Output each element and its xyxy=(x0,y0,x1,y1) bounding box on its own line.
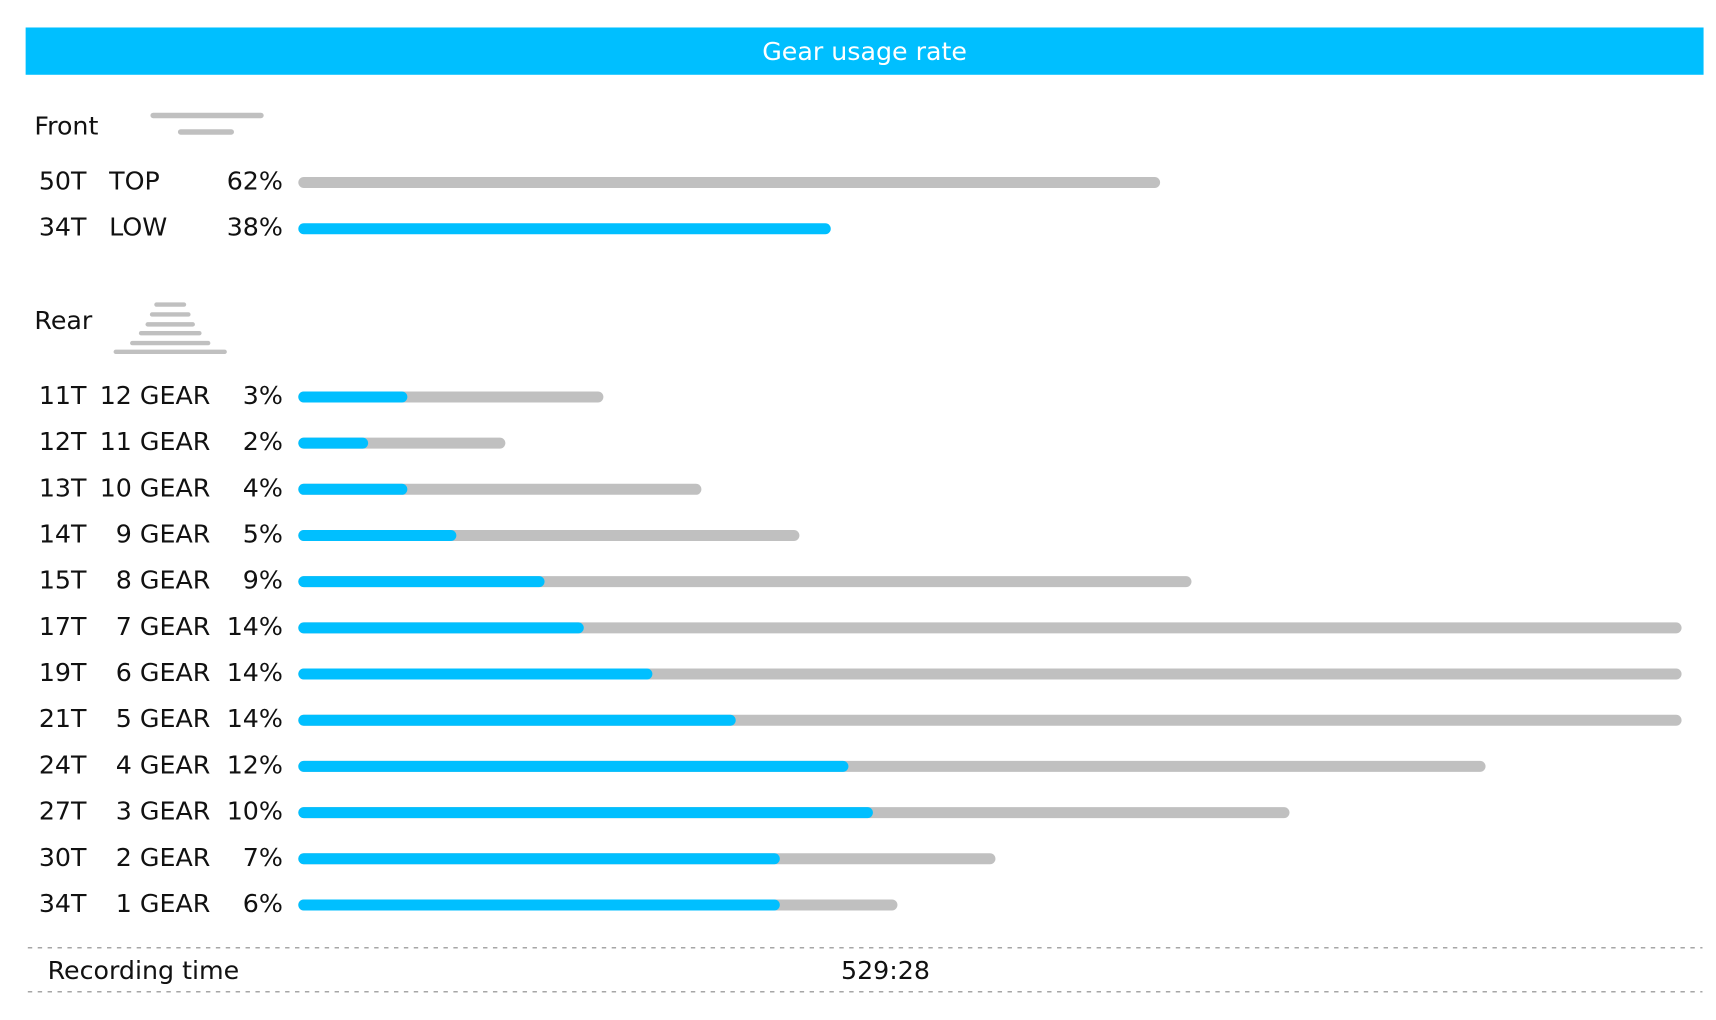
percent: 10% xyxy=(227,797,283,826)
percent: 14% xyxy=(227,704,283,733)
gear: 3 GEAR xyxy=(116,797,211,826)
percent: 4% xyxy=(243,473,283,502)
teeth: 34T xyxy=(39,213,87,242)
front-icon xyxy=(150,112,264,135)
percent: 14% xyxy=(227,612,283,641)
teeth: 24T xyxy=(39,750,87,779)
teeth: 13T xyxy=(39,473,87,502)
gear: 9 GEAR xyxy=(116,519,211,548)
gear: 5 GEAR xyxy=(116,704,211,733)
percent: 6% xyxy=(243,889,283,918)
teeth: 12T xyxy=(39,427,87,456)
header-bar xyxy=(25,27,1704,75)
percent: 3% xyxy=(243,381,283,410)
gear: 11 GEAR xyxy=(100,427,211,456)
gear: 1 GEAR xyxy=(116,889,211,918)
teeth: 50T xyxy=(39,167,87,196)
gear: 4 GEAR xyxy=(116,750,211,779)
gear: 2 GEAR xyxy=(116,843,211,872)
footer-label: Recording time xyxy=(48,956,240,985)
teeth: 27T xyxy=(39,797,87,826)
gear: 8 GEAR xyxy=(116,566,211,595)
header-title: Gear usage rate xyxy=(762,37,967,66)
footer-value: 529:28 xyxy=(841,956,930,985)
gear: 10 GEAR xyxy=(100,473,211,502)
section-label: Rear xyxy=(34,306,92,335)
gear: TOP xyxy=(108,167,160,196)
percent: 12% xyxy=(227,750,283,779)
teeth: 21T xyxy=(39,704,87,733)
percent: 62% xyxy=(227,167,283,196)
percent: 9% xyxy=(243,566,283,595)
gear: 6 GEAR xyxy=(116,658,211,687)
gear: 7 GEAR xyxy=(116,612,211,641)
teeth: 19T xyxy=(39,658,87,687)
percent: 2% xyxy=(243,427,283,456)
percent: 14% xyxy=(227,658,283,687)
section-label: Front xyxy=(34,112,98,141)
teeth: 14T xyxy=(39,519,87,548)
teeth: 15T xyxy=(39,566,87,595)
gear: LOW xyxy=(109,213,167,242)
teeth: 17T xyxy=(39,612,87,641)
percent: 5% xyxy=(243,519,283,548)
teeth: 11T xyxy=(39,381,87,410)
percent: 38% xyxy=(227,213,283,242)
percent: 7% xyxy=(243,843,283,872)
teeth: 30T xyxy=(39,843,87,872)
rear-icon xyxy=(113,302,227,355)
teeth: 34T xyxy=(39,889,87,918)
gear: 12 GEAR xyxy=(100,381,211,410)
